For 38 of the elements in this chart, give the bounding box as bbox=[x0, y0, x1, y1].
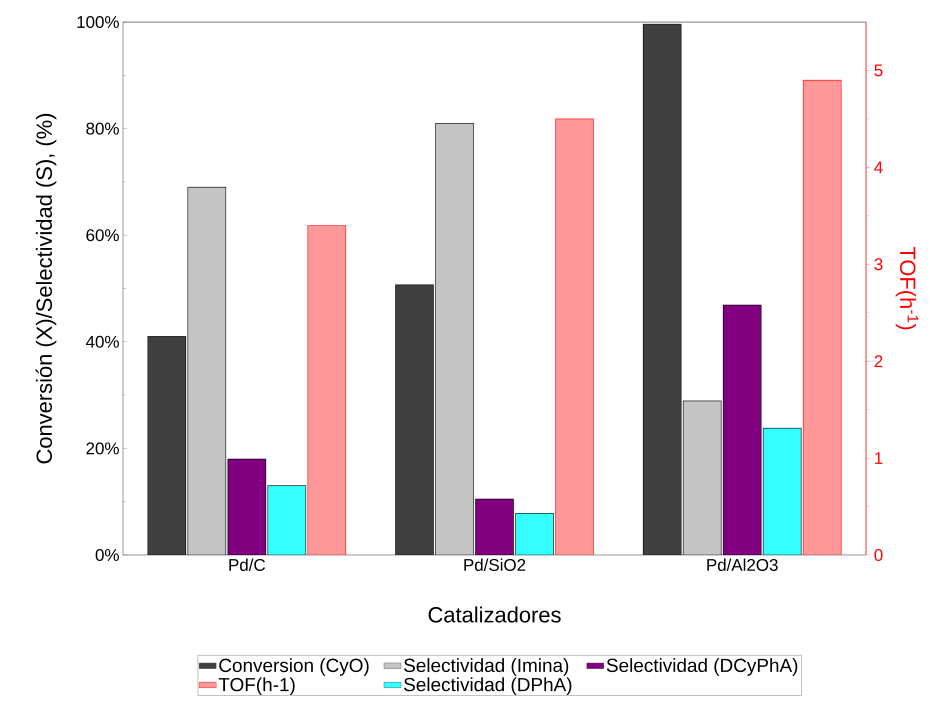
y-tick-label: 20% bbox=[86, 442, 119, 454]
y2-tick-label: 4 bbox=[874, 162, 883, 174]
x-tick-label: Pd/Al2O3 bbox=[707, 558, 778, 571]
legend-label: Conversion (CyO) bbox=[219, 658, 369, 676]
legend-label: Selectividad (DCyPhA) bbox=[606, 658, 798, 676]
x-tick-label: Pd/SiO2 bbox=[464, 558, 526, 571]
x-tick-label: Pd/C bbox=[229, 558, 266, 571]
y-axis-title: Conversión (X)/Selectividad (S), (%) bbox=[36, 114, 56, 464]
bar bbox=[396, 284, 434, 555]
y-tick-label: 60% bbox=[86, 229, 119, 242]
bar bbox=[516, 513, 554, 555]
legend-label: Selectividad (DPhA) bbox=[404, 677, 572, 696]
bar bbox=[682, 400, 722, 555]
bar bbox=[436, 123, 474, 555]
legend-label: TOF(h-1) bbox=[218, 677, 295, 696]
bar bbox=[476, 499, 514, 555]
y2-tick-label: 1 bbox=[875, 452, 882, 464]
bar bbox=[228, 459, 266, 555]
y-tick-label: 0% bbox=[96, 549, 119, 561]
y2-axis-title: TOF(h$^{-1}$) bbox=[896, 246, 918, 330]
y-tick-label: 40% bbox=[86, 336, 119, 348]
y2-tick-label: 5 bbox=[874, 64, 882, 76]
y2-tick-label: 3 bbox=[874, 258, 882, 270]
x-axis-title: Catalizadores bbox=[428, 606, 561, 623]
bar bbox=[802, 80, 842, 555]
y2-tick-label: 0 bbox=[874, 549, 883, 561]
y-tick-label: 100% bbox=[77, 16, 119, 28]
bar bbox=[308, 225, 346, 555]
legend-label: Selectividad (Imina) bbox=[404, 658, 568, 676]
y-tick-label: 80% bbox=[86, 122, 119, 135]
bar bbox=[268, 486, 306, 555]
bar bbox=[642, 24, 682, 555]
bar bbox=[722, 304, 762, 555]
bar bbox=[555, 118, 594, 555]
bar bbox=[762, 428, 802, 555]
bar bbox=[188, 187, 226, 555]
y2-tick-label: 2 bbox=[874, 355, 882, 368]
bar bbox=[148, 336, 186, 555]
